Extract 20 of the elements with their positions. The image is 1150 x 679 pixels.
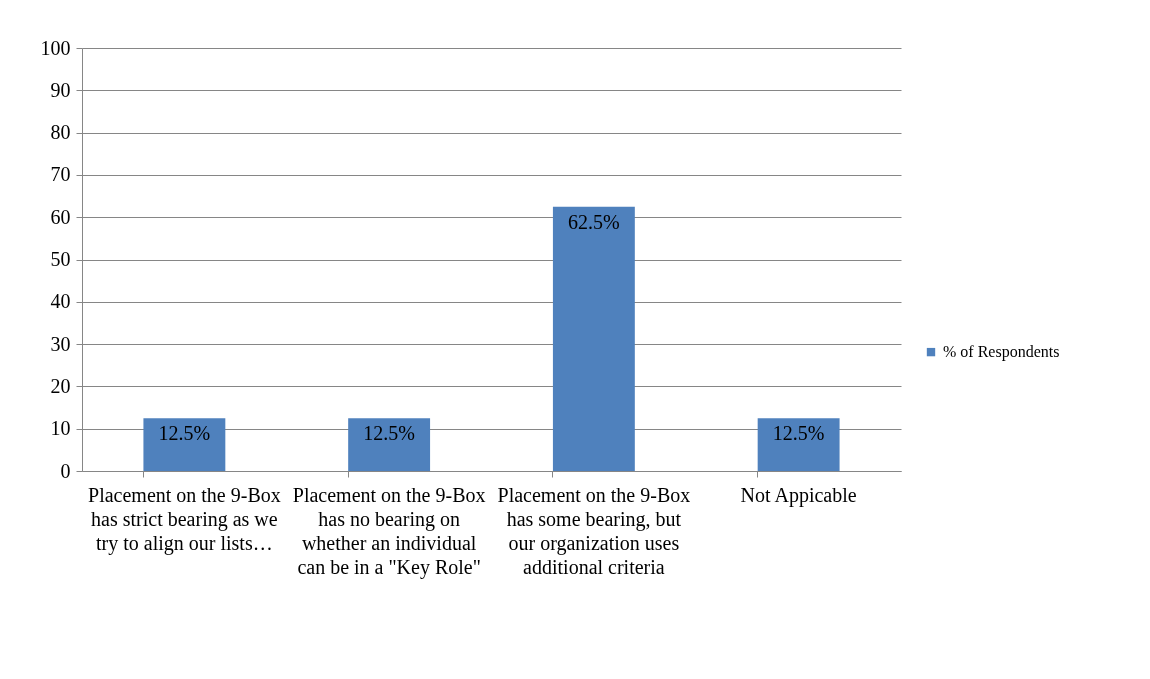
x-tick-label: Not Appicable: [740, 483, 857, 507]
y-tick-label: 50: [50, 248, 71, 270]
x-tick-label: Placement on the 9-Box has some bearing, but our organization uses additional criteria: [497, 483, 691, 578]
data-label: 12.5%: [772, 422, 825, 445]
y-tick-label: 20: [50, 374, 71, 397]
x-tick-label: Placement on the 9-Box has strict bearing as we try to align our lists…: [88, 483, 281, 555]
y-tick-label: 40: [50, 290, 71, 313]
y-tick-label: 90: [50, 78, 71, 101]
y-tick-label: 100: [40, 36, 71, 59]
y-tick-label: 0: [60, 459, 71, 482]
y-tick-label: 10: [50, 417, 71, 440]
y-tick-label: 30: [50, 332, 71, 355]
data-label: 12.5%: [363, 422, 415, 445]
x-tick-label: Placement on the 9-Box has no bearing on whether an individual can be in a "Key Role": [292, 483, 486, 579]
data-label: 62.5%: [568, 210, 620, 233]
y-tick-label: 70: [50, 163, 71, 186]
data-label: 12.5%: [158, 422, 211, 445]
y-tick-label: 80: [50, 121, 71, 144]
y-tick-label: 60: [50, 205, 71, 228]
legend-label: % of Respondents: [943, 343, 1060, 362]
